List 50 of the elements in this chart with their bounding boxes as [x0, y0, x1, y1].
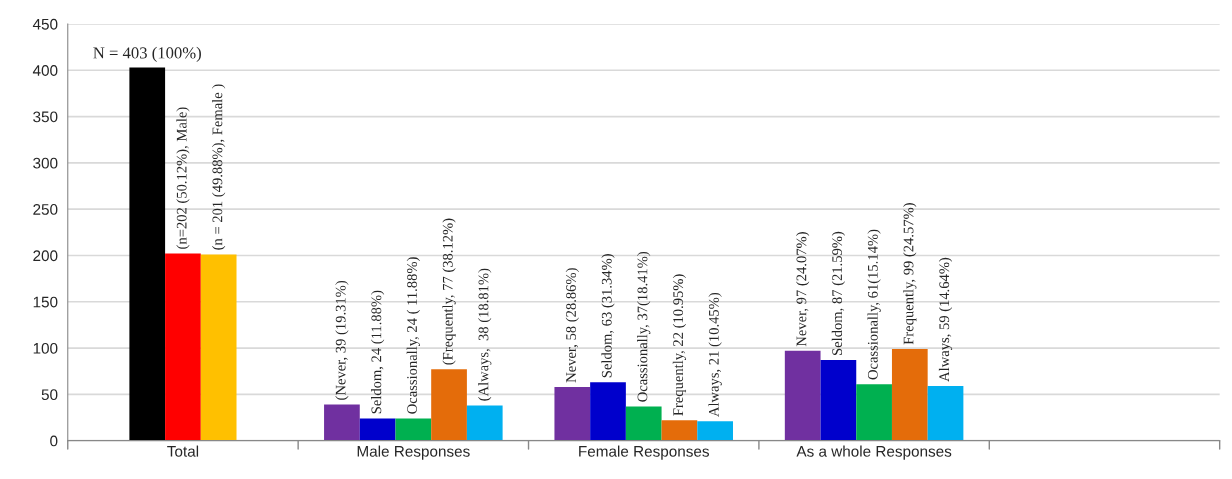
y-tick-label: 200 [33, 250, 58, 262]
data-label: Frequently, 22 (10.95%) [672, 274, 687, 416]
data-label: Frequently, 99 (24.57%) [903, 203, 917, 345]
bar [856, 384, 892, 441]
data-label: Ocassionally, 61(15.14%) [867, 229, 881, 380]
y-tick-label: 450 [32, 18, 58, 30]
y-tick-label: 350 [33, 111, 58, 123]
data-label: (n = 201 (49.88%), Female ) [212, 84, 226, 250]
data-label: (Frequently, 77 (38.12%) [442, 218, 456, 365]
bar [431, 369, 467, 441]
bar [661, 420, 698, 441]
bar [359, 418, 396, 441]
data-label: N = 403 (100%) [93, 46, 201, 62]
data-label: Never, 97 (24.07%) [796, 232, 810, 347]
bar [697, 421, 733, 441]
bar [165, 253, 201, 441]
y-tick-label: 50 [41, 389, 58, 401]
y-tick-label: 300 [33, 157, 58, 169]
data-label: Seldom, 63 (31.34%) [601, 254, 615, 378]
data-label: Always, 59 (14.64%) [938, 257, 953, 382]
data-label: (Always, 38 (18.81%) [478, 268, 492, 401]
y-tick-label: 100 [33, 342, 58, 354]
bar [784, 350, 821, 441]
data-label: Always, 21 (10.45%) [708, 292, 722, 417]
x-tick-label: Female Responses [579, 445, 709, 460]
data-label: Ocassionally, 24 ( 11.88%) [406, 257, 420, 414]
bar [466, 405, 503, 441]
bar [927, 386, 964, 441]
x-tick-label: Total [167, 445, 199, 457]
data-label: (n=202 (50.12%), Male) [176, 107, 190, 249]
data-label: Seldom, 87 (21.59%) [831, 231, 846, 355]
x-tick-label: Male Responses [357, 445, 470, 460]
bar [625, 406, 662, 441]
y-tick-label: 150 [33, 296, 58, 308]
bar [590, 382, 626, 441]
y-tick-label: 400 [32, 65, 58, 76]
bar [200, 254, 237, 441]
data-label: Never, 58 (28.86%) [565, 268, 579, 383]
bar [129, 67, 166, 441]
data-label: Seldom, 24 (11.88%) [371, 290, 385, 414]
data-label: Ocassionally, 37(18.41%) [637, 251, 651, 402]
y-tick-label: 250 [33, 204, 58, 215]
x-tick-label: As a whole Responses [796, 445, 952, 460]
bar [395, 418, 432, 441]
bar [554, 386, 591, 441]
bar [891, 349, 928, 441]
data-label: (Never, 39 (19.31%) [335, 280, 349, 400]
bar [820, 360, 857, 441]
y-tick-label: 0 [50, 435, 58, 447]
bar [324, 404, 360, 441]
